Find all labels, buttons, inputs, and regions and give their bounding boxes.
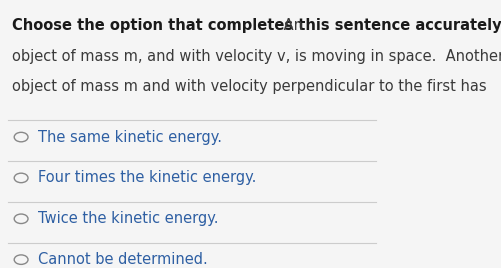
Text: The same kinetic energy.: The same kinetic energy. — [38, 129, 222, 144]
Text: An: An — [278, 18, 302, 34]
Text: Cannot be determined.: Cannot be determined. — [38, 252, 208, 267]
Text: object of mass m and with velocity perpendicular to the first has: object of mass m and with velocity perpe… — [12, 79, 485, 94]
Text: object of mass m, and with velocity v, is moving in space.  Another: object of mass m, and with velocity v, i… — [12, 49, 501, 64]
Text: Four times the kinetic energy.: Four times the kinetic energy. — [38, 170, 256, 185]
Text: Twice the kinetic energy.: Twice the kinetic energy. — [38, 211, 218, 226]
Text: Choose the option that completes this sentence accurately:: Choose the option that completes this se… — [12, 18, 501, 34]
